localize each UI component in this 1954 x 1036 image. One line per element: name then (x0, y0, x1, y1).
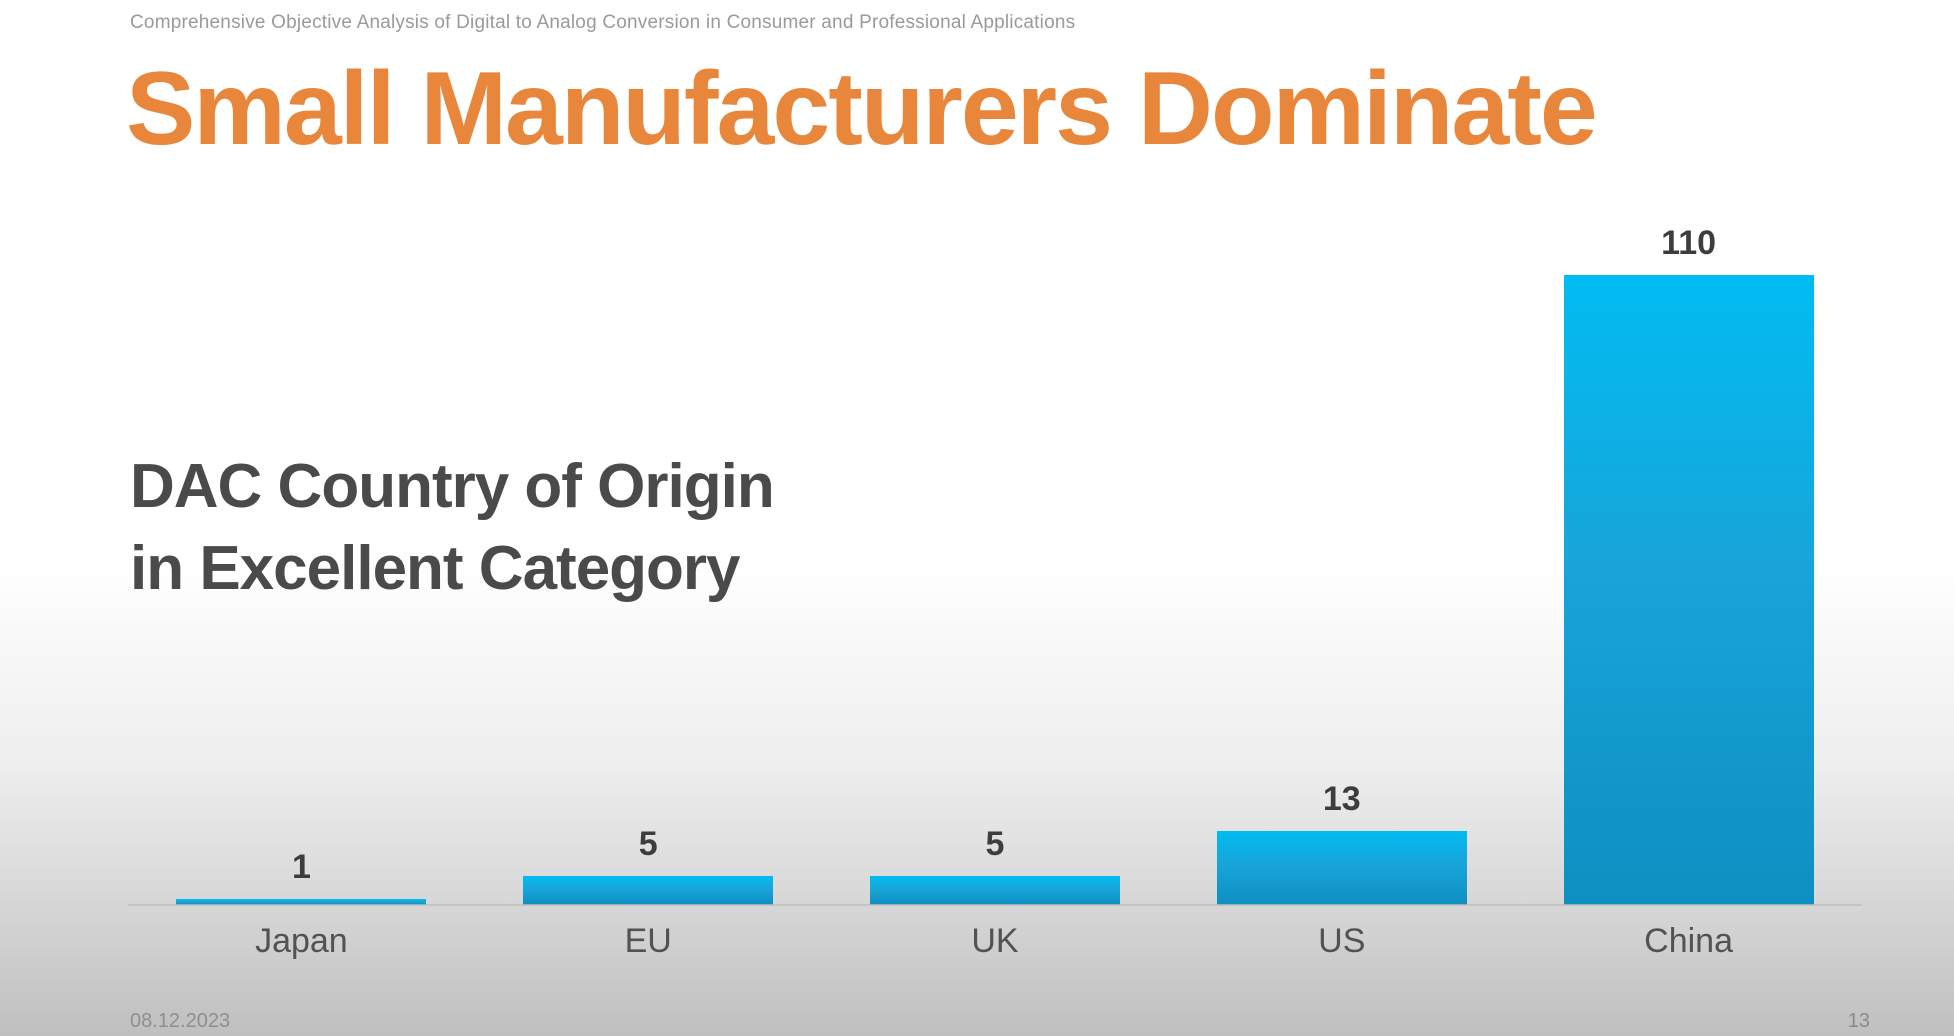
category-label-china: China (1644, 922, 1733, 960)
x-axis-labels: Japan EU UK US China (128, 921, 1862, 962)
category-label-eu: EU (624, 922, 672, 960)
value-label-us: 13 (1322, 780, 1361, 818)
bar-eu (523, 876, 774, 905)
value-label-japan: 1 (291, 848, 311, 886)
chart-column-us: 13 (1168, 0, 1515, 905)
x-axis-line (128, 904, 1862, 906)
chart-title-line1: DAC Country of Origin (130, 452, 775, 521)
bar-china (1563, 275, 1814, 905)
chart-title: DAC Country of Origin in Excellent Categ… (130, 446, 775, 611)
category-label-uk: UK (971, 922, 1019, 960)
chart-title-line2: in Excellent Category (130, 534, 741, 604)
category-label-us: US (1318, 922, 1366, 960)
chart-column-eu: 5 (475, 0, 822, 905)
bar-uk (869, 876, 1120, 905)
bar-japan (176, 899, 427, 905)
chart-column-japan: 1 (128, 0, 475, 905)
footer-page-number: 13 (1847, 1010, 1870, 1032)
category-label-japan: Japan (255, 922, 348, 960)
slide-title: Small Manufacturers Dominate (126, 51, 1598, 167)
chart-column-china: 110 (1515, 0, 1862, 905)
header-note: Comprehensive Objective Analysis of Digi… (130, 12, 1076, 33)
bar-us (1216, 831, 1467, 905)
value-label-eu: 5 (638, 825, 658, 863)
value-label-china: 110 (1661, 224, 1717, 262)
value-label-uk: 5 (985, 825, 1005, 863)
chart-column-uk: 5 (822, 0, 1169, 905)
footer-date: 08.12.2023 (130, 1010, 231, 1032)
chart-plot: 1 5 5 13 110 (128, 0, 1862, 905)
